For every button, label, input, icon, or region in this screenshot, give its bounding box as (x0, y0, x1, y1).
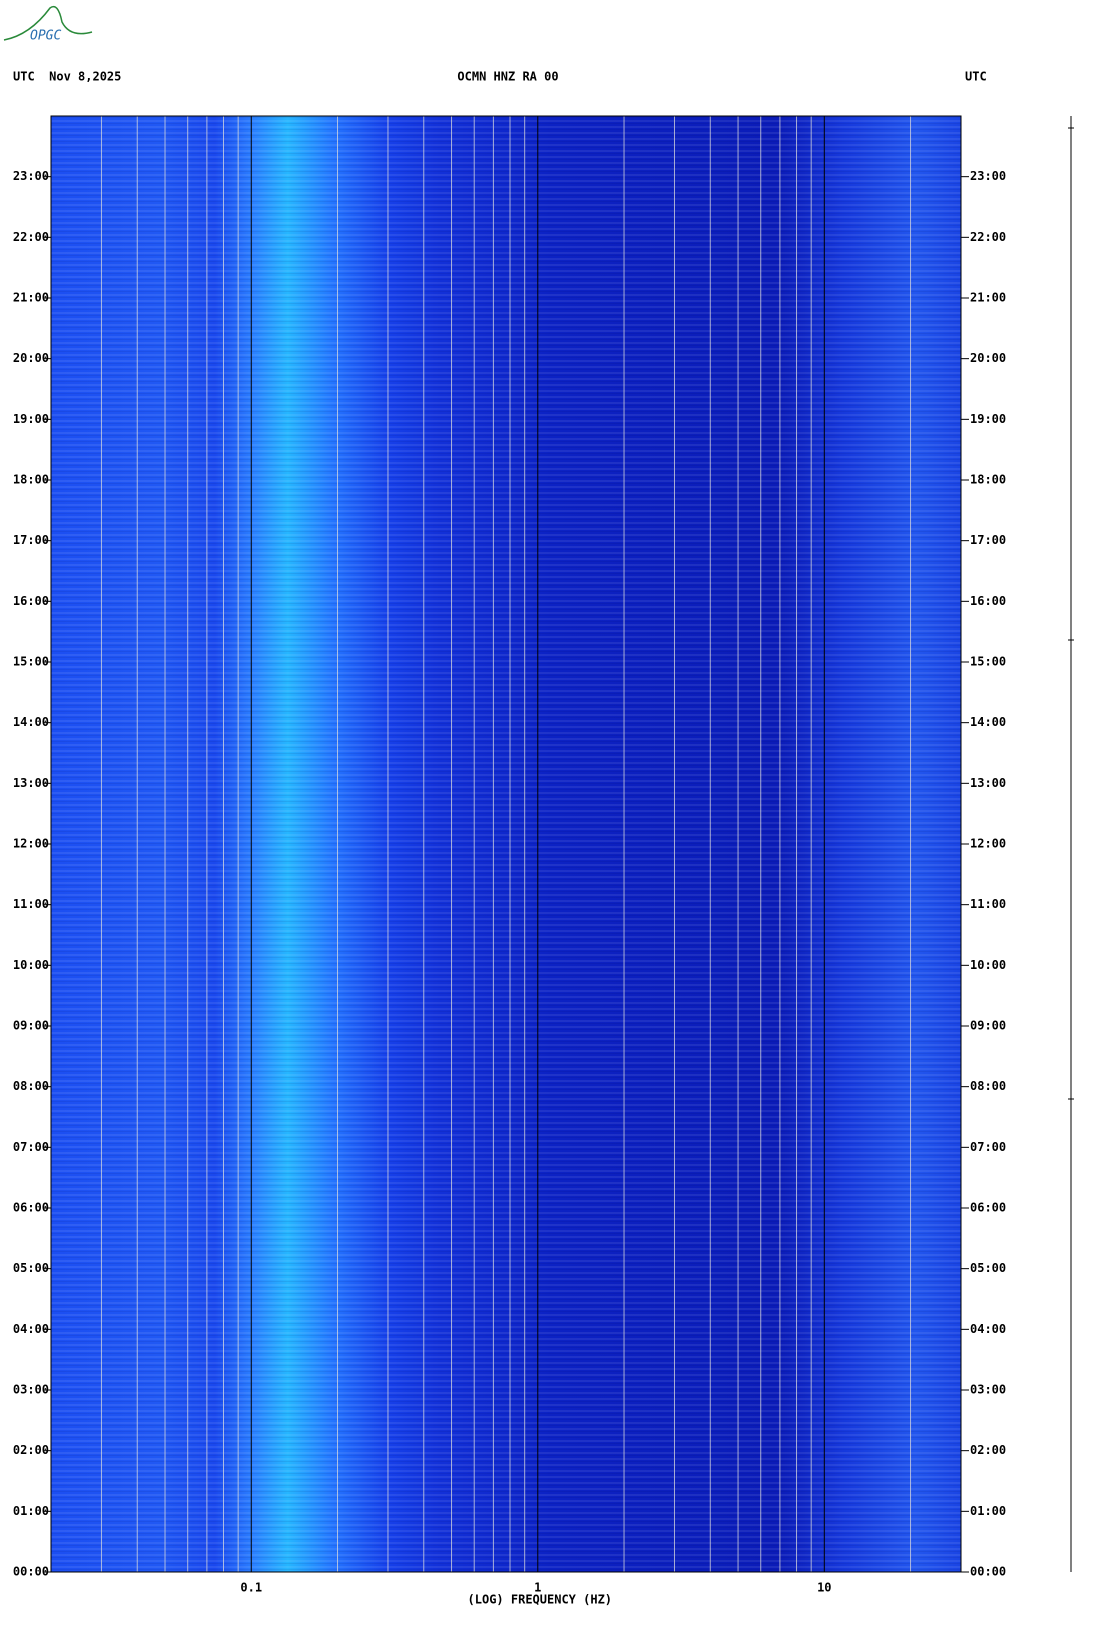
y-tick-label-left: 07:00 (13, 1140, 49, 1154)
y-tick-label-left: 22:00 (13, 230, 49, 244)
y-tick-label-left: 01:00 (13, 1504, 49, 1518)
x-tick-label: 10 (817, 1581, 831, 1595)
logo: OPGC (3, 5, 93, 44)
y-tick-label-right: 21:00 (970, 291, 1006, 305)
y-tick-label-left: 08:00 (13, 1079, 49, 1093)
y-tick-label-left: 06:00 (13, 1201, 49, 1215)
spectrogram-texture (51, 116, 961, 1572)
y-tick-label-left: 13:00 (13, 776, 49, 790)
y-tick-label-left: 15:00 (13, 655, 49, 669)
y-tick-label-right: 06:00 (970, 1201, 1006, 1215)
y-tick-label-right: 09:00 (970, 1019, 1006, 1033)
header-right: UTC (965, 70, 987, 84)
y-tick-label-right: 23:00 (970, 169, 1006, 183)
y-tick-label-right: 12:00 (970, 837, 1006, 851)
y-tick-label-left: 11:00 (13, 897, 49, 911)
logo-curve (3, 5, 93, 41)
y-tick-label-left: 03:00 (13, 1383, 49, 1397)
y-tick-label-right: 11:00 (970, 897, 1006, 911)
y-tick-label-left: 14:00 (13, 715, 49, 729)
y-tick-label-left: 19:00 (13, 412, 49, 426)
plot: 0.1 1 10 (LOG) FREQUENCY (HZ) 00:00 00:00 01:0… (13, 115, 1006, 1607)
y-tick-label-left: 02:00 (13, 1443, 49, 1457)
y-tick-label-right: 15:00 (970, 655, 1006, 669)
x-tick-label: 1 (534, 1581, 541, 1595)
y-tick-label-right: 01:00 (970, 1504, 1006, 1518)
y-tick-label-right: 00:00 (970, 1565, 1006, 1579)
y-tick-label-right: 22:00 (970, 230, 1006, 244)
y-tick-label-left: 10:00 (13, 958, 49, 972)
chart-title: OCMN HNZ RA 00 (457, 70, 558, 84)
logo-text: OPGC (30, 29, 61, 44)
header-left: UTC Nov 8,2025 (13, 70, 121, 84)
y-tick-label-right: 20:00 (970, 351, 1006, 365)
x-axis-label: (LOG) FREQUENCY (HZ) (468, 1593, 613, 1607)
y-tick-label-right: 16:00 (970, 594, 1006, 608)
y-tick-label-right: 13:00 (970, 776, 1006, 790)
y-tick-label-left: 23:00 (13, 169, 49, 183)
y-tick-label-right: 08:00 (970, 1079, 1006, 1093)
x-tick-label: 0.1 (240, 1581, 262, 1595)
y-tick-label-right: 04:00 (970, 1322, 1006, 1336)
y-tick-label-right: 19:00 (970, 412, 1006, 426)
y-tick-label-right: 07:00 (970, 1140, 1006, 1154)
y-tick-label-left: 04:00 (13, 1322, 49, 1336)
y-tick-label-left: 21:00 (13, 291, 49, 305)
y-tick-label-left: 05:00 (13, 1261, 49, 1275)
y-tick-label-left: 00:00 (13, 1565, 49, 1579)
y-tick-label-left: 20:00 (13, 351, 49, 365)
y-tick-label-left: 17:00 (13, 533, 49, 547)
y-tick-label-left: 16:00 (13, 594, 49, 608)
y-tick-label-right: 05:00 (970, 1261, 1006, 1275)
y-tick-label-right: 10:00 (970, 958, 1006, 972)
y-tick-label-right: 02:00 (970, 1443, 1006, 1457)
y-tick-label-right: 14:00 (970, 715, 1006, 729)
y-tick-label-right: 18:00 (970, 473, 1006, 487)
y-tick-label-left: 12:00 (13, 837, 49, 851)
y-tick-label-right: 17:00 (970, 533, 1006, 547)
y-tick-label-right: 03:00 (970, 1383, 1006, 1397)
y-tick-label-left: 09:00 (13, 1019, 49, 1033)
side-scale (1068, 116, 1074, 1572)
y-tick-label-left: 18:00 (13, 473, 49, 487)
